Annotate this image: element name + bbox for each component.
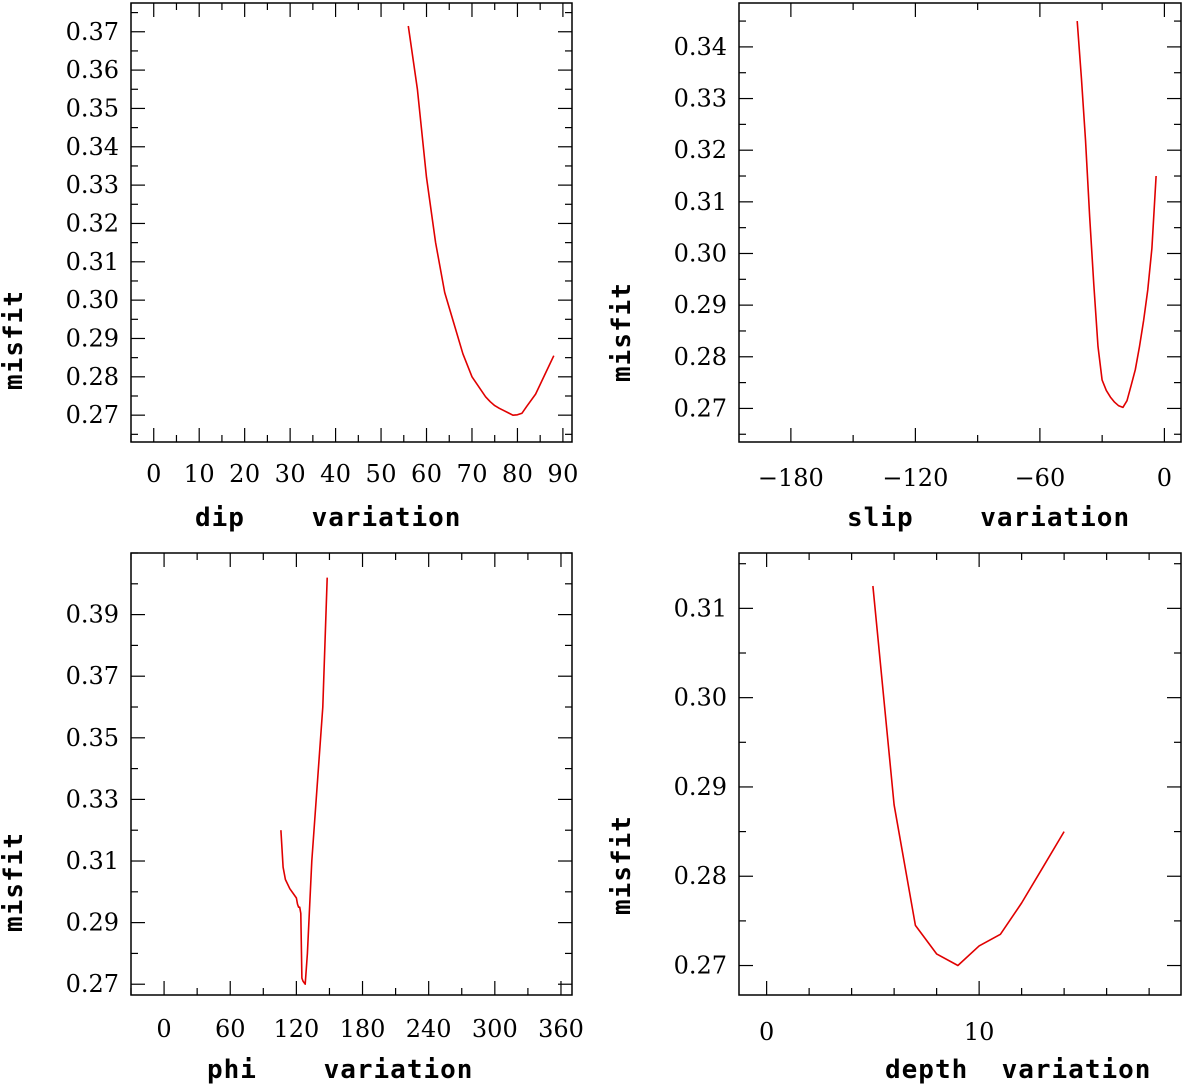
- y-tick-label: 0.32: [66, 209, 119, 237]
- series-line-dip: [407, 25, 555, 417]
- series-line-slip: [1076, 21, 1157, 409]
- x-tick-label: 240: [406, 1015, 452, 1043]
- x-axis-title: dip variation: [195, 503, 461, 533]
- x-tick-label: −180: [758, 464, 824, 492]
- y-tick-label: 0.35: [66, 94, 119, 122]
- y-tick-label: 0.28: [674, 862, 727, 890]
- x-tick-label: 60: [411, 460, 442, 488]
- x-tick-label: 50: [366, 460, 397, 488]
- x-tick-label: −120: [882, 464, 948, 492]
- y-tick-label: 0.30: [66, 286, 119, 314]
- y-tick-label: 0.30: [674, 684, 727, 712]
- y-tick-label: 0.34: [66, 133, 119, 161]
- x-tick-label: 300: [472, 1015, 518, 1043]
- panel-slip: 0.27 0.28 0.29 0.30 0.31 0.32 0.33 0.34 −180 −120…: [607, 2, 1182, 533]
- x-axis-title: slip variation: [847, 503, 1130, 533]
- x-tick-label: 10: [964, 1018, 995, 1046]
- plot-frame-phi: [130, 552, 573, 996]
- y-axis-title: misfit: [607, 815, 637, 915]
- x-tick-label: 70: [456, 460, 487, 488]
- x-tick-label: 0: [156, 1015, 171, 1043]
- y-tick-label: 0.31: [66, 847, 119, 875]
- x-tick-label: 360: [538, 1015, 584, 1043]
- x-tick-label: 90: [547, 460, 578, 488]
- plot-frame-depth: [738, 552, 1182, 996]
- panel-depth: 0.27 0.28 0.29 0.30 0.31 0 10 depth variation mi…: [607, 552, 1182, 1085]
- y-tick-label: 0.27: [66, 401, 119, 429]
- y-tick-label: 0.28: [674, 343, 727, 371]
- y-tick-label: 0.28: [66, 363, 119, 391]
- y-tick-label: 0.33: [674, 85, 727, 113]
- y-tick-label: 0.31: [674, 594, 727, 622]
- x-axis-title: phi variation: [207, 1055, 473, 1085]
- y-tick-label: 0.37: [66, 18, 119, 46]
- y-tick-label: 0.27: [674, 952, 727, 980]
- y-tick-label: 0.31: [674, 188, 727, 216]
- x-tick-label: −60: [1015, 464, 1066, 492]
- x-tick-label: 30: [275, 460, 306, 488]
- y-tick-label: 0.33: [66, 785, 119, 813]
- y-axis-title: misfit: [0, 290, 29, 390]
- x-tick-label: 60: [215, 1015, 246, 1043]
- y-tick-label: 0.31: [66, 248, 119, 276]
- y-axis-title: misfit: [607, 282, 637, 382]
- y-tick-label: 0.34: [674, 33, 727, 61]
- x-tick-label: 40: [320, 460, 351, 488]
- x-tick-label: 0: [759, 1018, 774, 1046]
- plot-frame-dip: [130, 2, 573, 443]
- x-tick-label: 0: [1157, 464, 1172, 492]
- y-tick-label: 0.32: [674, 136, 727, 164]
- plot-frame-slip: [738, 2, 1182, 443]
- x-tick-label: 180: [340, 1015, 386, 1043]
- y-tick-label: 0.33: [66, 171, 119, 199]
- x-axis-title: depth variation: [885, 1055, 1151, 1085]
- y-tick-label: 0.29: [66, 324, 119, 352]
- y-tick-label: 0.27: [674, 394, 727, 422]
- y-tick-label: 0.29: [674, 291, 727, 319]
- series-line-phi: [280, 577, 328, 986]
- y-tick-label: 0.29: [674, 773, 727, 801]
- y-tick-label: 0.30: [674, 239, 727, 267]
- series-line-depth: [872, 585, 1065, 967]
- y-tick-label: 0.35: [66, 724, 119, 752]
- x-tick-label: 120: [273, 1015, 319, 1043]
- x-tick-label: 10: [184, 460, 215, 488]
- y-tick-label: 0.27: [66, 970, 119, 998]
- y-tick-label: 0.29: [66, 909, 119, 937]
- panel-dip: 0.27 0.28 0.29 0.30 0.31 0.32 0.33 0.34 0.35 0.36…: [0, 2, 578, 533]
- x-tick-label: 80: [502, 460, 533, 488]
- panel-phi: 0.27 0.29 0.31 0.33 0.35 0.37 0.39 0 60 120 180 240…: [0, 552, 584, 1085]
- y-axis-title: misfit: [0, 832, 29, 932]
- y-tick-label: 0.37: [66, 662, 119, 690]
- x-tick-label: 20: [229, 460, 260, 488]
- y-tick-label: 0.36: [66, 56, 119, 84]
- y-tick-label: 0.39: [66, 601, 119, 629]
- x-tick-label: 0: [146, 460, 161, 488]
